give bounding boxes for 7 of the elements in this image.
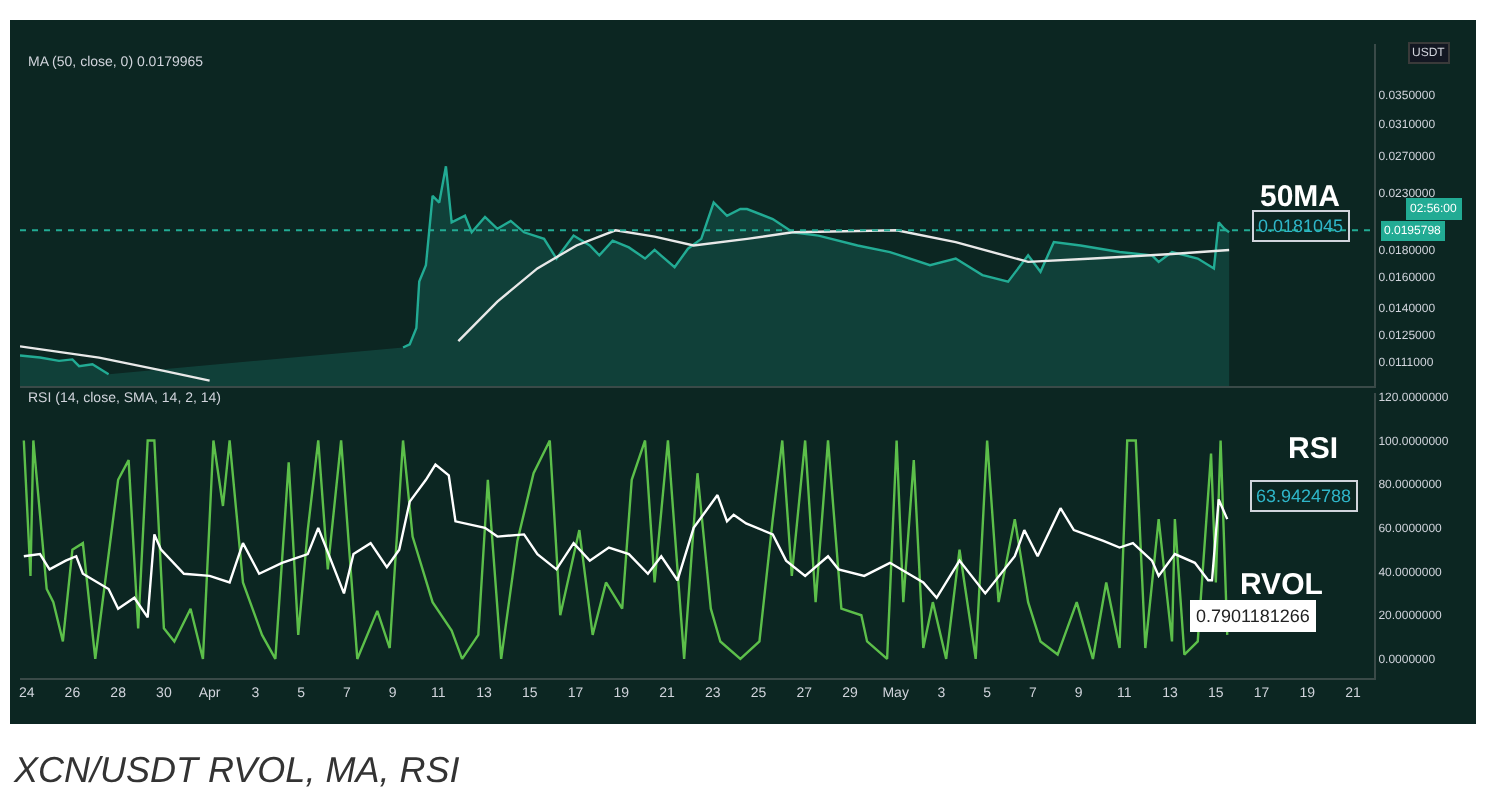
annotation: 0.0181045 [1258,216,1344,236]
annotation: 50MA [1260,180,1341,214]
annotation: RVOL [1240,568,1323,602]
annotation: 0.7901181266 [1196,606,1310,626]
annotation: 63.9424788 [1256,486,1352,506]
annotation: RSI [1288,432,1339,466]
text: XCN/USDT RVOL, MA, RSI [12,750,460,790]
